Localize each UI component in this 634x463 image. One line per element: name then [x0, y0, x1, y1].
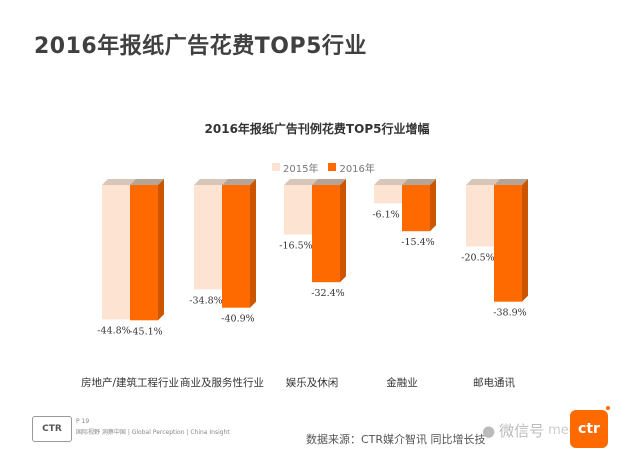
page-title: 2016年报纸广告花费TOP5行业: [34, 34, 367, 59]
chart-legend: 2015年 2016年: [272, 160, 375, 175]
category-label-2: 娱乐及休闲: [286, 376, 339, 389]
category-label-4: 邮电通讯: [473, 376, 515, 389]
value-label-0-1: -34.8%: [189, 295, 222, 306]
value-label-1-0: -45.1%: [129, 326, 162, 337]
legend-swatch-2016: [328, 163, 337, 171]
bar-0-0: [102, 185, 130, 320]
bar-top-0-1: [194, 179, 228, 185]
bar-top-1-1: [222, 179, 256, 185]
value-label-1-2: -32.4%: [311, 288, 344, 299]
value-label-0-2: -16.5%: [279, 241, 312, 252]
bar-0-1: [194, 185, 222, 290]
bar-side-1-4: [522, 179, 528, 302]
bar-top-1-2: [312, 179, 346, 185]
category-label-0: 房地产/建筑工程行业: [81, 376, 179, 389]
legend-label-2016: 2016年: [339, 163, 375, 175]
legend-item-2015: 2015年: [272, 160, 318, 175]
bar-1-2: [312, 185, 340, 283]
bar-top-0-4: [466, 179, 500, 185]
footer-tagline: 国际视野 洞察中国 | Global Perception | China In…: [76, 429, 230, 436]
bar-side-1-3: [430, 179, 436, 232]
bar-top-1-0: [130, 179, 164, 185]
bar-top-1-4: [494, 179, 528, 185]
value-label-1-4: -38.9%: [493, 308, 526, 319]
source-note: 数据来源：CTR媒介智讯 同比增长技: [306, 433, 486, 446]
bar-0-4: [466, 185, 494, 247]
category-label-1: 商业及服务性行业: [180, 376, 264, 389]
legend-label-2015: 2015年: [283, 163, 319, 175]
bar-0-3: [374, 185, 402, 204]
bar-1-4: [494, 185, 522, 302]
bar-side-1-1: [250, 179, 256, 308]
bar-side-1-2: [340, 179, 346, 283]
bar-top-0-0: [102, 179, 136, 185]
chart-title: 2016年报纸广告刊例花费TOP5行业增幅: [204, 122, 430, 136]
value-label-1-3: -15.4%: [401, 237, 434, 248]
brand-dot: [606, 406, 610, 410]
bar-top-0-2: [284, 179, 318, 185]
bar-1-1: [222, 185, 250, 308]
bar-top-1-3: [402, 179, 436, 185]
legend-swatch-2015: [272, 163, 280, 171]
value-label-0-3: -6.1%: [372, 209, 399, 220]
ctr-brand-logo: ctr: [570, 410, 608, 448]
wechat-icon: ●: [482, 421, 496, 440]
bar-top-0-3: [374, 179, 408, 185]
ctr-logo: CTR: [32, 416, 72, 442]
value-label-1-1: -40.9%: [221, 314, 254, 325]
bar-side-1-0: [158, 179, 164, 321]
category-label-3: 金融业: [386, 376, 418, 389]
bar-0-2: [284, 185, 312, 235]
page-number: P 19: [76, 418, 90, 425]
footer-left: CTR P 19 国际视野 洞察中国 | Global Perception |…: [32, 416, 230, 442]
legend-item-2016: 2016年: [328, 160, 375, 175]
bar-1-0: [130, 185, 158, 321]
value-label-0-4: -20.5%: [461, 253, 494, 264]
value-label-0-0: -44.8%: [97, 325, 130, 336]
bar-1-3: [402, 185, 430, 232]
